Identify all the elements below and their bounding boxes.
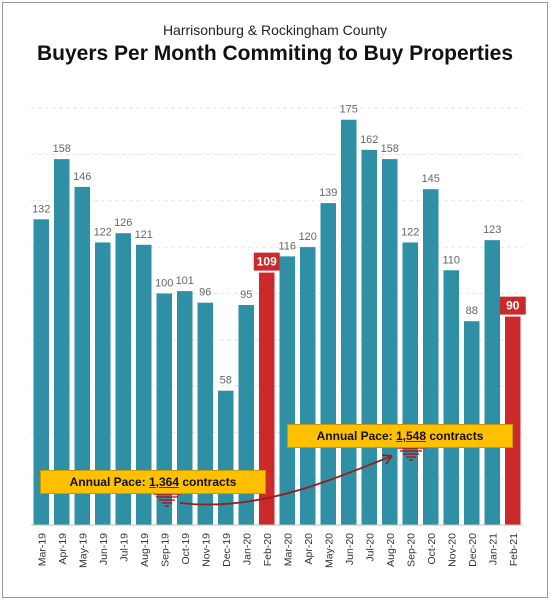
data-label: 145 [422,173,440,185]
callout-prefix: Annual Pace: [316,429,396,443]
x-tick-label: Nov-19 [200,533,212,567]
bar-mar-20 [279,256,295,525]
x-tick-label: Apr-20 [303,533,315,565]
x-tick-label: May-20 [323,533,335,568]
x-tick-label: Jan-20 [241,533,253,565]
bar-nov-19 [197,302,213,525]
data-label: 139 [319,187,337,199]
data-label: 110 [442,254,460,266]
x-tick-label: Jun-20 [344,533,356,565]
data-label: 100 [155,277,173,289]
chart-subtitle: Harrisonburg & Rockingham County [162,22,388,38]
data-label: 132 [32,203,50,215]
callout-number: 1,364 [148,475,180,489]
x-tick-label: May-19 [77,533,89,568]
x-tick-label: Jun-19 [98,533,110,565]
data-label-badge [253,252,280,271]
bar-aug-20 [382,159,398,525]
data-label: 96 [199,287,211,299]
x-tick-label: Mar-19 [36,533,48,566]
x-tick-label: Jul-19 [118,533,130,562]
bar-aug-19 [136,244,152,525]
data-label: 123 [483,224,501,236]
x-tick-label: Oct-20 [426,533,438,565]
data-label-badge [499,296,526,315]
bar-apr-20 [300,247,316,525]
x-tick-label: Jul-20 [364,533,376,562]
data-label: 121 [135,229,153,241]
data-label: 146 [73,171,91,183]
annual-pace-callout-2019: Annual Pace: 1,364 contracts [40,470,266,494]
data-label: 58 [220,375,232,387]
bar-feb-20 [259,272,275,525]
bar-jul-20 [361,149,377,525]
x-tick-label: Nov-20 [446,533,458,567]
bar-jun-20 [341,119,357,525]
data-label: 122 [401,226,419,238]
bar-sep-20 [402,242,418,525]
data-label: 122 [94,226,112,238]
data-label: 175 [340,104,358,116]
bar-may-20 [320,203,336,525]
trend-arrow-head [381,454,393,465]
trend-arrow [179,455,393,506]
x-tick-label: Jan-21 [487,533,499,565]
x-tick-label: Dec-20 [467,533,479,567]
bar-mar-19 [33,219,49,525]
x-tick-label: Aug-19 [139,533,151,567]
x-tick-label: Dec-19 [221,533,233,567]
data-label: 90 [506,299,520,313]
callout-suffix: contracts [426,429,484,443]
annual-pace-callout-2020: Annual Pace: 1,548 contracts [287,424,513,448]
x-tick-label: Feb-21 [508,533,520,566]
bar-dec-20 [464,321,480,525]
data-label: 88 [466,305,478,317]
x-tick-label: Aug-20 [385,533,397,567]
x-tick-label: Sep-20 [405,533,417,567]
data-label: 158 [53,143,71,155]
bar-apr-19 [54,159,70,525]
bar-jan-21 [484,240,500,525]
x-tick-label: Mar-20 [282,533,294,566]
data-label: 95 [240,289,252,301]
data-label: 116 [278,240,296,252]
bar-jun-19 [95,242,111,525]
x-tick-label: Apr-19 [57,533,69,565]
data-label: 162 [360,134,378,146]
callout-number: 1,548 [395,429,427,443]
x-tick-label: Feb-20 [262,533,274,566]
callout-prefix: Annual Pace: [69,475,149,489]
bar-oct-19 [177,291,193,525]
bar-may-19 [74,186,90,526]
bar-oct-20 [423,189,439,526]
data-label: 101 [176,275,194,287]
data-label: 109 [257,255,277,269]
callout-suffix: contracts [179,475,237,489]
data-label: 126 [114,217,132,229]
x-tick-label: Sep-19 [159,533,171,567]
bar-sep-19 [156,293,172,525]
bar-jul-19 [115,233,131,526]
data-label: 158 [381,143,399,155]
chart-title: Buyers Per Month Commiting to Buy Proper… [36,42,514,65]
data-label: 120 [299,231,317,243]
x-tick-label: Oct-19 [180,533,192,565]
bar-feb-21 [505,316,521,525]
bar-nov-20 [443,270,459,525]
